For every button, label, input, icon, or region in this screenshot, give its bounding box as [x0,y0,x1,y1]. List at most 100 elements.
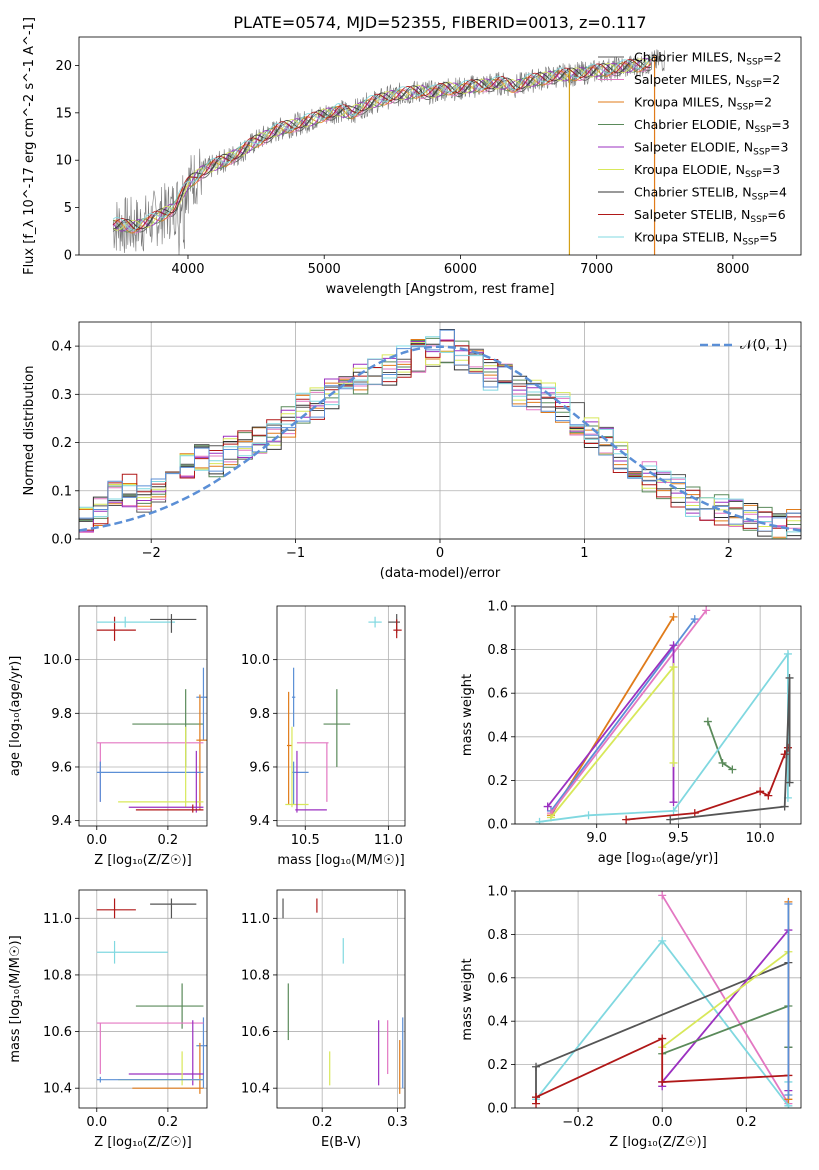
x-tick-label: 0.3 [387,1115,408,1130]
y-tick-label: 0.0 [487,818,508,833]
histogram-step [79,329,801,532]
legend-label: Kroupa ELODIE, NSSP=3 [634,162,780,180]
y-tick-label: 10.0 [43,653,72,668]
model-spectrum-line [112,57,651,233]
x-tick-label: 4000 [171,262,204,277]
y-tick-label: 0.6 [487,971,508,986]
mass-weight-line [670,677,791,821]
x-axis-label: E(B-V) [321,1135,361,1150]
data-point-marker [584,811,593,820]
plot-area [532,891,793,1108]
y-tick-label: 20 [55,59,72,74]
data-point-marker [669,798,678,807]
x-tick-label: 0.0 [86,1115,107,1130]
x-axis-label: Z [log₁₀(Z/Z☉)] [609,1135,706,1150]
y-axis-label: mass weight [460,674,475,756]
chart-panel-0: 4000 5000 6000 7000 8000 0 5 10 15 20 wavelength [… [22,17,802,297]
x-tick-label: 1 [580,546,588,561]
mass-weight-line [661,927,790,1091]
plot-area [535,606,794,824]
chart-panel-7: −0.2 0.0 0.2 0.0 0.2 0.4 0.6 0.8 1.0 Z [log₁₀(Z/Z… [460,885,802,1150]
y-axis-label: Flux [f_λ 10^-17 erg cm^-2 s^-1 A^-1] [22,17,37,275]
x-tick-label: 7000 [580,262,613,277]
legend-label: Chabrier MILES, NSSP=2 [634,50,782,68]
data-point-marker [728,765,737,774]
x-tick-label: 0.0 [652,1115,673,1130]
data-point-marker [669,758,678,767]
y-tick-label: 10.8 [241,968,270,983]
axes-frame [514,605,802,825]
data-point-marker [669,663,678,672]
model-spectrum-line [112,58,652,230]
data-point-marker [690,615,699,624]
plot-area [282,898,404,1094]
data-point-marker [780,802,789,811]
histogram-step [79,342,801,539]
legend-label: Salpeter STELIB, NSSP=6 [634,207,786,225]
model-spectrum-line [112,62,652,234]
y-tick-label: 9.4 [51,814,72,829]
y-tick-label: 0.2 [487,1058,508,1073]
y-tick-label: 0.0 [51,533,72,548]
y-tick-label: 9.8 [51,707,72,722]
x-axis-label: (data-model)/error [380,566,501,581]
y-tick-label: 0.2 [487,774,508,789]
x-tick-label: 10.0 [746,831,775,846]
y-tick-label: 0.4 [51,340,72,355]
plot-area [79,329,801,539]
legend-label: 𝒩(0, 1) [740,338,787,353]
data-point-marker [543,802,552,811]
chart-panel-1: −2 −1 0 1 2 0.0 0.1 0.2 0.3 0.4 (data-model)/error… [22,321,802,581]
data-point-marker [703,717,712,726]
y-tick-label: 11.0 [43,912,72,927]
data-point-marker [669,641,678,650]
y-tick-label: 10.6 [241,1025,270,1040]
chart-panel-6: 0.2 0.3 10.4 10.6 10.8 11.0 E(B-V) [241,889,408,1150]
x-axis-label: age [log₁₀(age/yr)] [598,851,719,866]
data-point-marker [764,791,773,800]
x-axis-label: wavelength [Angstrom, rest frame] [326,282,555,297]
x-tick-label: 0.2 [158,1115,179,1130]
x-tick-label: −1 [286,546,305,561]
x-axis-label: mass [log₁₀(M/M☉)] [277,853,404,868]
data-point-marker [666,815,675,824]
data-point-marker [702,606,711,615]
y-tick-label: 9.6 [249,760,270,775]
y-tick-label: 0.6 [487,687,508,702]
y-tick-label: 0.8 [487,643,508,658]
model-spectrum-line [112,58,652,231]
x-tick-label: 0 [436,546,444,561]
y-tick-label: 15 [55,106,72,121]
y-tick-label: 0.2 [51,436,72,451]
chart-panel-5: 0.0 0.2 10.4 10.6 10.8 11.0 Z [log₁₀(Z/Z☉)] mas… [8,889,208,1150]
plot-area [96,614,207,813]
x-tick-label: 8000 [716,262,749,277]
x-tick-label: 11.0 [374,833,403,848]
y-tick-label: 0.4 [487,730,508,745]
plot-area [96,898,207,1094]
x-tick-label: 9.5 [668,831,689,846]
x-tick-label: 6000 [444,262,477,277]
data-point-marker [669,806,678,815]
data-point-marker [784,1090,793,1099]
x-tick-label: 0.0 [86,833,107,848]
model-spectrum-line [112,57,652,232]
legend-label: Salpeter MILES, NSSP=2 [634,72,780,90]
data-point-marker [658,1034,667,1043]
data-point-marker [783,649,792,658]
chart-panel-3: 10.5 11.0 9.4 9.6 9.8 10.0 mass [log₁₀(M/M☉)] [241,605,406,868]
data-point-marker [784,900,793,909]
x-axis-label: Z [log₁₀(Z/Z☉)] [94,1135,191,1150]
x-tick-label: 9.0 [586,831,607,846]
y-tick-label: 9.8 [249,707,270,722]
data-point-marker [718,758,727,767]
y-axis-label: mass weight [460,958,475,1040]
x-tick-label: 0.2 [312,1115,333,1130]
y-axis-label: age [log₁₀(age/yr)] [8,656,23,777]
y-tick-label: 1.0 [487,885,508,900]
y-tick-label: 5 [64,201,72,216]
model-spectrum-line [112,61,652,233]
data-point-marker [785,778,794,787]
chart-panel-2: 0.0 0.2 9.4 9.6 9.8 10.0 Z [log₁₀(Z/Z☉)] age [l… [8,605,208,868]
